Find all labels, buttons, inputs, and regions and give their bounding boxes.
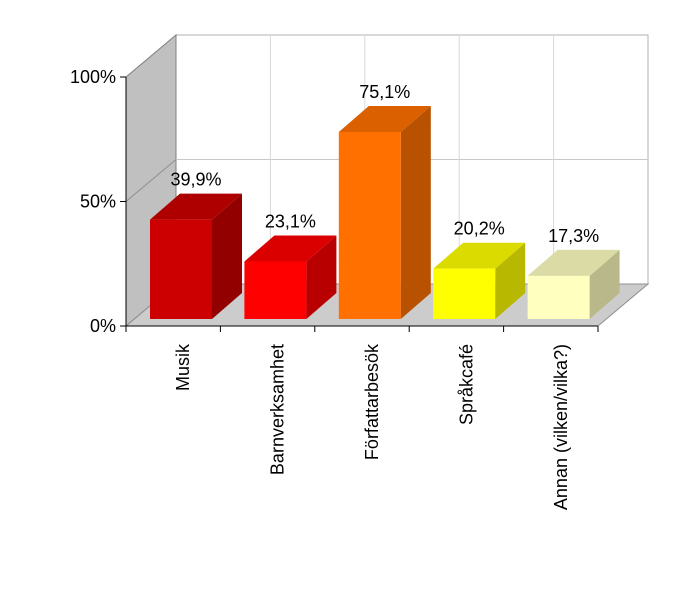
data-label: 20,2% (454, 219, 505, 239)
bar-top (433, 242, 526, 269)
y-tick-label: 0% (90, 316, 116, 336)
bar-side (400, 106, 431, 319)
bar-top (150, 193, 242, 220)
bar (433, 242, 526, 319)
chart-labels: 0% 50% 100% 39,9% Musik 23,1% Barnverksamhet 75… (70, 67, 599, 510)
y-tick-label: 100% (70, 67, 116, 87)
bar (150, 193, 242, 319)
bar-top (244, 235, 337, 262)
y-tick-label: 50% (80, 192, 116, 212)
bar-front (244, 261, 307, 319)
bar-top (527, 249, 620, 276)
bar-front (150, 219, 212, 319)
data-label: 39,9% (170, 170, 221, 190)
chart-bars (150, 106, 620, 319)
bar (338, 106, 431, 319)
category-label: Författarbesök (362, 343, 382, 460)
data-label: 17,3% (548, 226, 599, 246)
bar-side (212, 193, 242, 319)
bar-top (338, 106, 431, 133)
bar-side (306, 235, 337, 319)
category-label: Barnverksamhet (268, 344, 288, 475)
category-label: Annan (vilken/vilka?) (551, 344, 571, 510)
category-label: Musik (173, 343, 193, 391)
bar (527, 249, 620, 319)
bar-front (433, 268, 496, 319)
data-label: 23,1% (265, 211, 316, 231)
data-label: 75,1% (359, 82, 410, 102)
chart-axes (120, 76, 599, 332)
bar-side (589, 249, 620, 319)
bar-front (527, 275, 590, 319)
bar-side (495, 242, 526, 319)
bar-front (338, 132, 401, 319)
bar (244, 235, 337, 319)
side-gridline (125, 159, 177, 202)
category-label: Språkcafé (456, 344, 476, 425)
